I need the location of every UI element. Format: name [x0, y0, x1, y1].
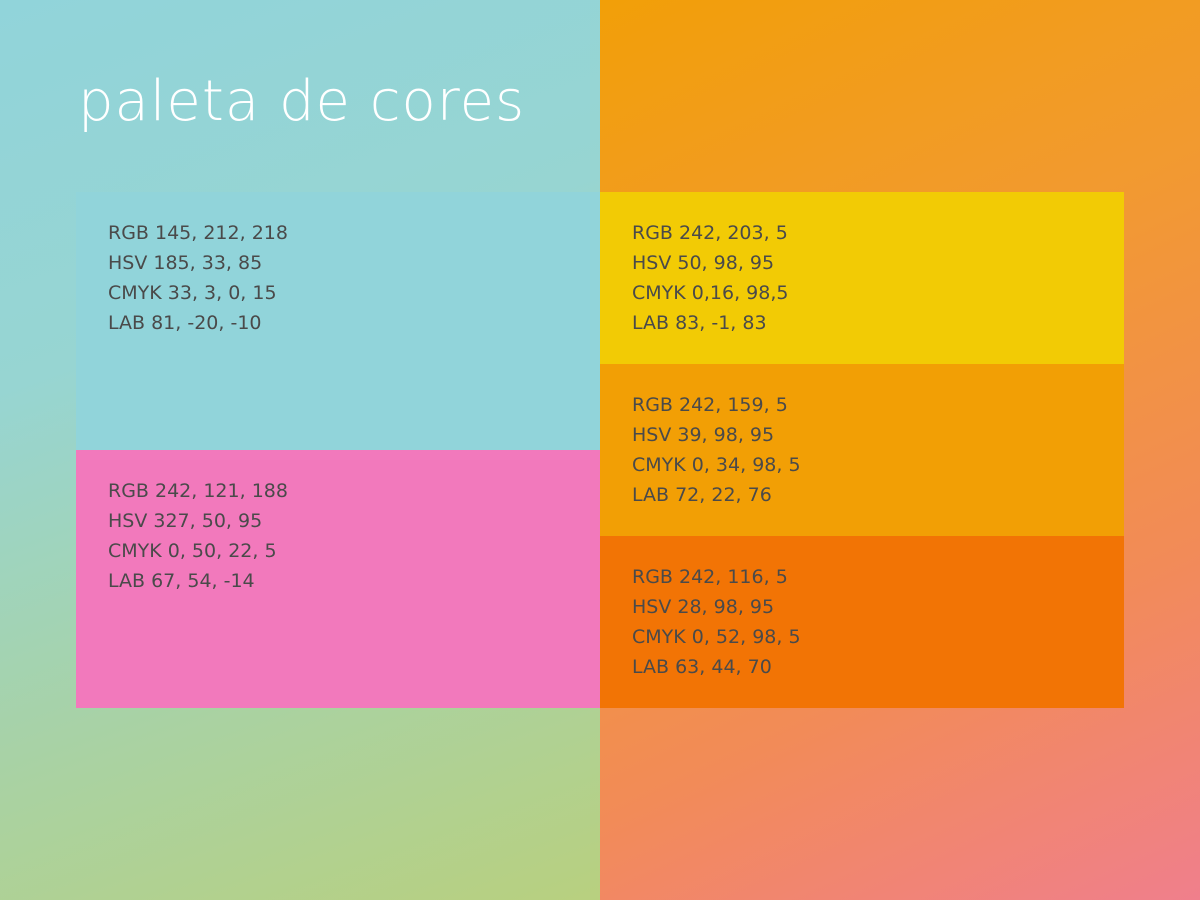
spec-rgb: RGB 242, 116, 5 — [632, 566, 788, 588]
spec-rgb: RGB 145, 212, 218 — [108, 222, 288, 244]
spec-hsv: HSV 50, 98, 95 — [632, 252, 775, 274]
spec-rgb: RGB 242, 203, 5 — [632, 222, 788, 244]
swatch-orange: RGB 242, 116, 5 HSV 28, 98, 95 CMYK 0, 5… — [600, 536, 1124, 708]
swatch-pink: RGB 242, 121, 188 HSV 327, 50, 95 CMYK 0… — [76, 450, 600, 708]
swatch-specs: RGB 242, 203, 5 HSV 50, 98, 95 CMYK 0,16… — [632, 218, 788, 338]
swatch-blue: RGB 145, 212, 218 HSV 185, 33, 85 CMYK 3… — [76, 192, 600, 450]
page-title: paleta de cores — [78, 69, 526, 134]
swatch-amber: RGB 242, 159, 5 HSV 39, 98, 95 CMYK 0, 3… — [600, 364, 1124, 536]
spec-lab: LAB 81, -20, -10 — [108, 312, 262, 334]
swatch-yellow: RGB 242, 203, 5 HSV 50, 98, 95 CMYK 0,16… — [600, 192, 1124, 364]
spec-cmyk: CMYK 0,16, 98,5 — [632, 282, 789, 304]
spec-rgb: RGB 242, 159, 5 — [632, 394, 788, 416]
spec-lab: LAB 72, 22, 76 — [632, 484, 772, 506]
spec-cmyk: CMYK 33, 3, 0, 15 — [108, 282, 277, 304]
swatch-specs: RGB 145, 212, 218 HSV 185, 33, 85 CMYK 3… — [108, 218, 288, 338]
spec-cmyk: CMYK 0, 52, 98, 5 — [632, 626, 801, 648]
swatch-specs: RGB 242, 159, 5 HSV 39, 98, 95 CMYK 0, 3… — [632, 390, 801, 510]
spec-rgb: RGB 242, 121, 188 — [108, 480, 288, 502]
spec-hsv: HSV 327, 50, 95 — [108, 510, 263, 532]
spec-lab: LAB 67, 54, -14 — [108, 570, 255, 592]
swatch-specs: RGB 242, 116, 5 HSV 28, 98, 95 CMYK 0, 5… — [632, 562, 801, 682]
spec-lab: LAB 83, -1, 83 — [632, 312, 767, 334]
spec-cmyk: CMYK 0, 34, 98, 5 — [632, 454, 801, 476]
spec-cmyk: CMYK 0, 50, 22, 5 — [108, 540, 277, 562]
swatch-specs: RGB 242, 121, 188 HSV 327, 50, 95 CMYK 0… — [108, 476, 288, 596]
spec-hsv: HSV 185, 33, 85 — [108, 252, 263, 274]
spec-hsv: HSV 28, 98, 95 — [632, 596, 775, 618]
spec-hsv: HSV 39, 98, 95 — [632, 424, 775, 446]
spec-lab: LAB 63, 44, 70 — [632, 656, 772, 678]
